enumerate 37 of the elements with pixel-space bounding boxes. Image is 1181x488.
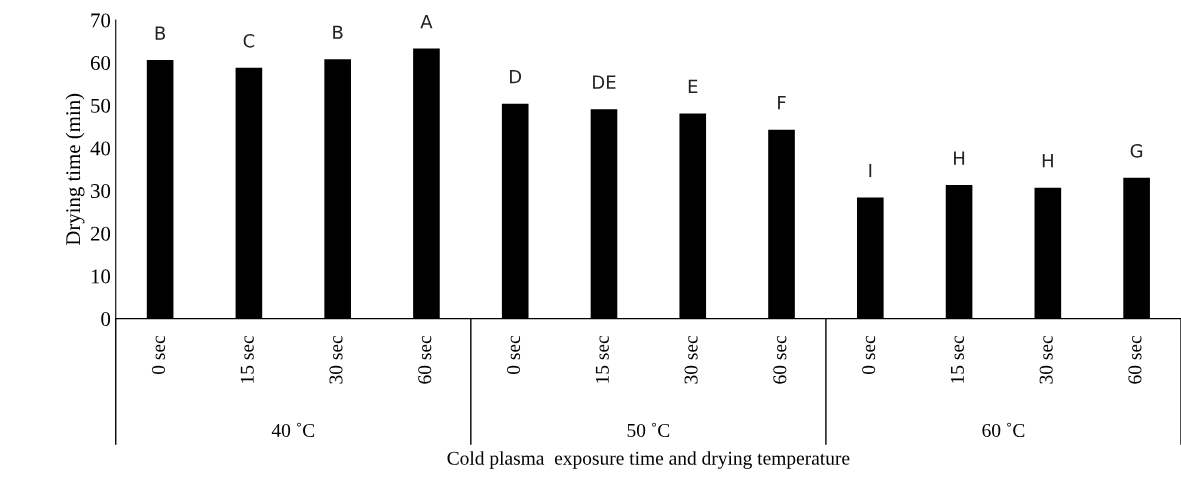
x-tick-label: 30 sec	[1039, 335, 1053, 384]
data-label: E	[688, 79, 698, 94]
data-label: B	[155, 26, 166, 40]
text: 50 ˚C	[627, 422, 670, 438]
y-tick-label: 60	[90, 56, 111, 71]
x-tick-label: 15 sec	[240, 335, 254, 383]
data-label: H	[1042, 154, 1053, 168]
text: 40 ˚C	[271, 422, 315, 438]
data-label: G	[1130, 144, 1143, 158]
x-tick-label: 0 sec	[506, 335, 521, 374]
x-tick-label: 0 sec	[862, 335, 876, 374]
y-tick-label: 30	[91, 184, 111, 199]
x-tick-label: 60 sec	[1128, 335, 1142, 384]
y-tick-label: 70	[91, 13, 111, 28]
y-tick-label: 10	[91, 269, 111, 284]
data-label: B	[333, 25, 343, 39]
y-axis-title: Drying time (min)	[65, 93, 85, 246]
data-label: D	[510, 70, 522, 84]
data-label: I	[869, 163, 872, 178]
x-tick-label: 0 sec	[151, 335, 165, 374]
y-tick-label: 0	[101, 312, 111, 327]
data-label: F	[778, 96, 786, 110]
data-label: DE	[593, 75, 616, 89]
x-tick-label: 60 sec	[773, 335, 787, 384]
text: 60 ˚C	[982, 422, 1025, 438]
x-axis-title: Cold plasma exposure time and drying temperature	[447, 451, 850, 469]
data-label: C	[243, 33, 255, 48]
y-tick-label: 20	[90, 226, 111, 241]
x-tick-label: 15 sec	[595, 335, 609, 383]
y-tick-label: 50	[91, 98, 111, 113]
x-tick-label: 30 sec	[684, 335, 698, 384]
x-tick-label: 60 sec	[418, 335, 432, 384]
data-label: A	[420, 15, 433, 29]
y-tick-label: 40	[90, 141, 111, 156]
x-tick-label: 15 sec	[950, 335, 964, 383]
x-tick-label: 30 sec	[329, 335, 343, 384]
data-label: H	[954, 151, 965, 165]
